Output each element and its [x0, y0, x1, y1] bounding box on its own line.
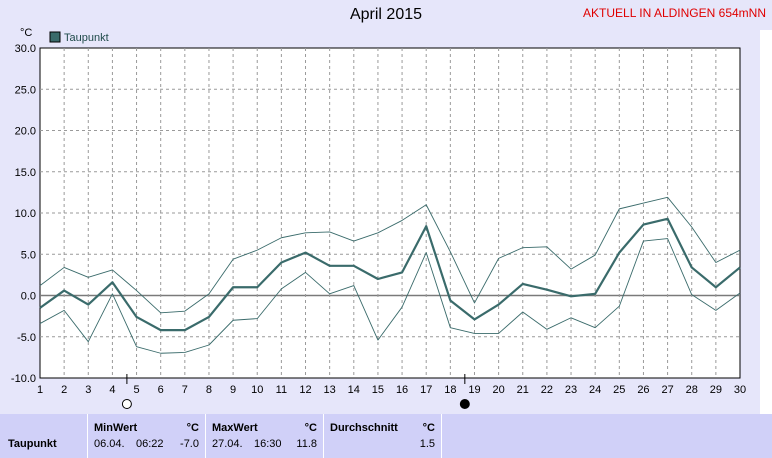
- legend-label: Taupunkt: [64, 32, 109, 44]
- max-value: 11.8: [296, 438, 317, 450]
- x-tick-label: 1: [37, 384, 43, 396]
- series-line-lower: [39, 238, 741, 354]
- stats-min-cell: MinWert °C 06.04. 06:22 -7.0: [88, 414, 206, 458]
- x-tick-label: 18: [444, 384, 456, 396]
- max-unit: °C: [304, 422, 317, 434]
- y-tick-label: 20.0: [15, 126, 36, 138]
- y-tick-label: -10.0: [11, 373, 36, 385]
- y-axis: 30.0 25.0 20.0 15.0 10.0 5.0 0.0 -5.0 -10.0: [11, 43, 36, 385]
- avg-unit: °C: [422, 422, 435, 434]
- x-tick-label: 14: [348, 384, 360, 396]
- x-tick-label: 2: [61, 384, 67, 396]
- legend-swatch: [49, 31, 61, 43]
- min-time: 06:22: [136, 438, 164, 450]
- x-tick-label: 10: [251, 384, 263, 396]
- x-tick-label: 24: [589, 384, 601, 396]
- stats-row-label: Taupunkt: [8, 438, 57, 450]
- x-tick-label: 26: [637, 384, 649, 396]
- series-line-taupunkt: [39, 217, 741, 332]
- x-tick-label: 30: [734, 384, 746, 396]
- max-header: MaxWert: [212, 422, 258, 434]
- x-tick-label: 8: [206, 384, 212, 396]
- x-tick-label: 9: [230, 384, 236, 396]
- y-tick-label: -5.0: [17, 332, 36, 344]
- station-label: AKTUELL IN ALDINGEN 654mNN: [583, 6, 766, 20]
- y-tick-label: 15.0: [15, 167, 36, 179]
- min-header: MinWert: [94, 422, 138, 434]
- chart-title: April 2015: [349, 6, 423, 23]
- stats-panel: Taupunkt MinWert °C 06.04. 06:22 -7.0 Ma…: [0, 414, 772, 458]
- x-tick-label: 29: [710, 384, 722, 396]
- x-axis: 1 2 3 4 5 6 7 8 9 10 11 12 13 14 15 16 17 18 19 20 21 22 23 24 2…: [37, 384, 746, 396]
- x-tick-label: 19: [468, 384, 480, 396]
- y-tick-label: 10.0: [15, 208, 36, 220]
- x-tick-label: 7: [182, 384, 188, 396]
- full-moon-icon: [459, 399, 470, 409]
- x-tick-label: 23: [565, 384, 577, 396]
- x-tick-label: 4: [109, 384, 115, 396]
- x-tick-label: 11: [276, 384, 287, 396]
- y-tick-label: 30.0: [15, 43, 36, 55]
- stats-avg-cell: Durchschnitt °C 1.5: [324, 414, 442, 458]
- x-tick-label: 3: [85, 384, 91, 396]
- min-unit: °C: [186, 422, 199, 434]
- legend: Taupunkt: [49, 31, 109, 44]
- right-strip: [760, 30, 772, 414]
- min-value: -7.0: [180, 438, 199, 450]
- x-tick-label: 16: [396, 384, 408, 396]
- x-tick-label: 12: [299, 384, 311, 396]
- x-tick-label: 21: [517, 384, 529, 396]
- max-date: 27.04.: [212, 438, 243, 450]
- stats-max-cell: MaxWert °C 27.04. 16:30 11.8: [206, 414, 324, 458]
- avg-value: 1.5: [419, 438, 435, 450]
- x-tick-label: 25: [613, 384, 625, 396]
- x-tick-label: 22: [541, 384, 553, 396]
- x-tick-label: 13: [324, 384, 336, 396]
- max-time: 16:30: [254, 438, 282, 450]
- min-date: 06.04.: [94, 438, 125, 450]
- y-tick-label: 25.0: [15, 84, 36, 96]
- y-tick-label: 0.0: [21, 291, 36, 303]
- stats-empty-cell: [442, 414, 772, 458]
- avg-header: Durchschnitt: [330, 422, 398, 434]
- series-lines: [39, 196, 741, 354]
- x-tick-label: 15: [372, 384, 384, 396]
- x-tick-label: 17: [420, 384, 432, 396]
- x-tick-label: 28: [686, 384, 698, 396]
- new-moon-icon: [121, 399, 132, 409]
- x-tick-label: 5: [133, 384, 139, 396]
- x-tick-label: 27: [661, 384, 673, 396]
- series-line-upper: [39, 196, 741, 314]
- moon-markers: [121, 374, 470, 409]
- y-tick-label: 5.0: [21, 249, 36, 261]
- stats-label-cell: Taupunkt: [0, 414, 88, 458]
- x-tick-label: 6: [158, 384, 164, 396]
- x-tick-label: 20: [492, 384, 504, 396]
- y-axis-unit: °C: [20, 27, 32, 39]
